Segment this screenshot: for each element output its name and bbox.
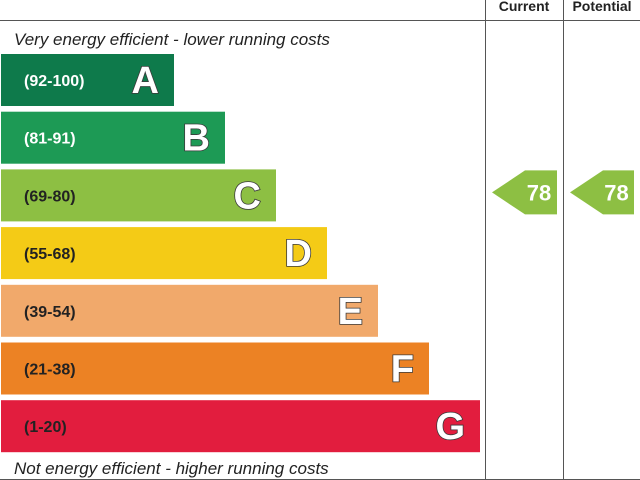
- band-d-range: (55-68): [24, 246, 76, 263]
- band-b-bar: [1, 111, 225, 164]
- potential-column-header: Potential: [572, 0, 631, 14]
- band-b-letter: B: [183, 118, 210, 160]
- bottom-efficiency-note: Not energy efficient - higher running co…: [14, 459, 329, 478]
- band-c: (69-80) C: [1, 169, 276, 222]
- rating-bands: (92-100) A (81-91) B (69-80) C (55-68) D (39-54)…: [1, 54, 480, 453]
- band-g-range: (1-20): [24, 419, 67, 436]
- band-a-range: (92-100): [24, 73, 84, 90]
- band-e-range: (39-54): [24, 304, 76, 321]
- current-rating-indicator: 78: [492, 170, 557, 215]
- band-f-range: (21-38): [24, 362, 76, 379]
- band-f-letter: F: [391, 349, 414, 391]
- band-a-bar: [1, 54, 174, 106]
- band-d-bar: [1, 227, 327, 280]
- rating-indicators: 78 78: [492, 170, 634, 215]
- band-d-letter: D: [285, 233, 312, 275]
- band-e-bar: [1, 284, 378, 337]
- band-g-letter: G: [435, 406, 465, 448]
- band-g: (1-20) G: [1, 400, 480, 453]
- band-b-range: (81-91): [24, 131, 76, 148]
- current-rating-arrow: [492, 170, 557, 215]
- band-f: (21-38) F: [1, 342, 429, 395]
- band-c-bar: [1, 169, 276, 222]
- potential-rating-arrow: [570, 170, 634, 215]
- band-e-letter: E: [338, 291, 363, 333]
- band-f-bar: [1, 342, 429, 395]
- top-efficiency-note: Very energy efficient - lower running co…: [14, 30, 330, 49]
- current-column-header: Current: [499, 0, 550, 14]
- band-a: (92-100) A: [1, 54, 174, 106]
- band-c-range: (69-80): [24, 188, 76, 205]
- band-a-letter: A: [132, 60, 159, 102]
- potential-rating-indicator: 78: [570, 170, 634, 215]
- band-c-letter: C: [234, 175, 261, 217]
- band-b: (81-91) B: [1, 111, 225, 164]
- band-d: (55-68) D: [1, 227, 327, 280]
- band-e: (39-54) E: [1, 284, 378, 337]
- potential-rating-value: 78: [604, 180, 628, 205]
- band-g-bar: [1, 400, 480, 453]
- current-rating-value: 78: [527, 180, 551, 205]
